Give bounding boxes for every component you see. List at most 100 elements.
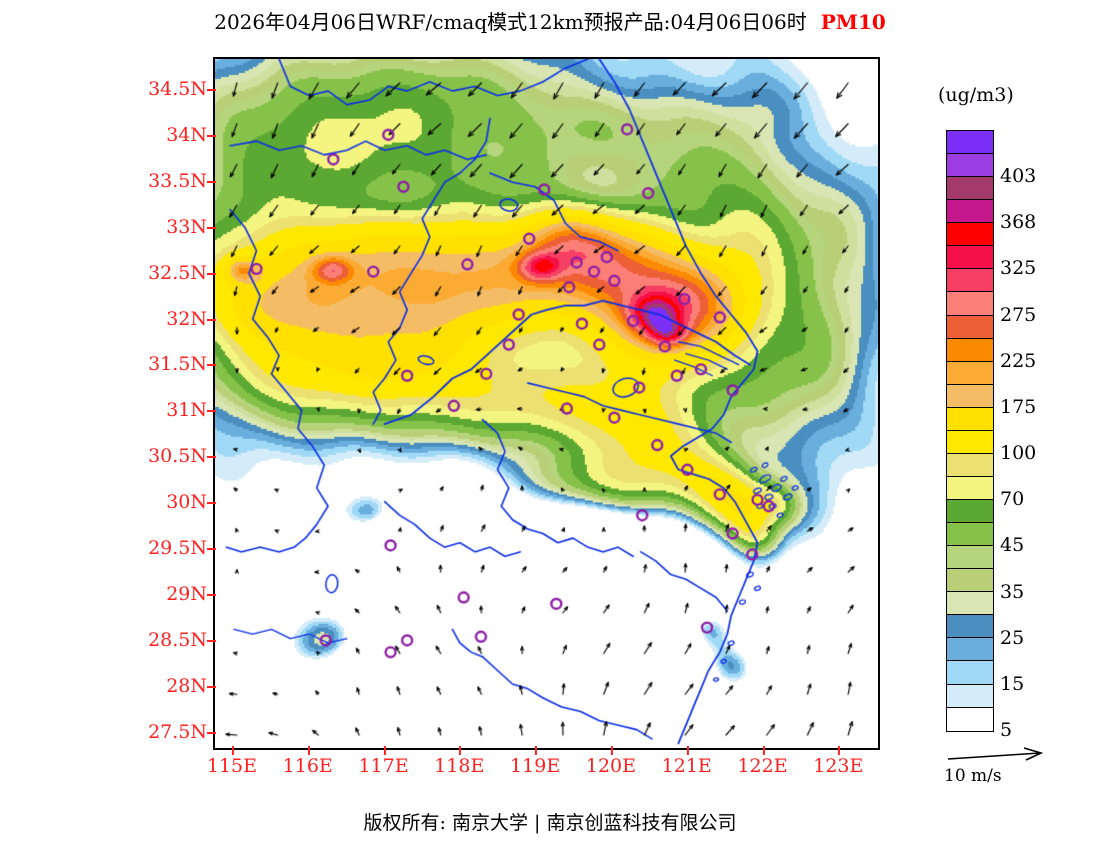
- colorbar-units-label: (ug/m3): [938, 84, 1014, 106]
- longitude-tick-label: 122E: [737, 746, 788, 777]
- latitude-tick-label: 34N: [166, 124, 216, 146]
- colorbar-swatch[interactable]: [947, 453, 993, 477]
- colorbar-level-label: 368: [1000, 211, 1037, 234]
- colorbar-level-label: 175: [1000, 395, 1037, 418]
- latitude-tick-label: 32.5N: [148, 262, 216, 284]
- latitude-tick-label: 33N: [166, 216, 216, 238]
- colorbar-swatch[interactable]: [947, 638, 993, 662]
- chart-title: 2026年04月06日WRF/cmaq模式12km预报产品:04月06日06时 P…: [0, 6, 1100, 35]
- colorbar-swatch[interactable]: [947, 338, 993, 362]
- latitude-tick-mark: [207, 639, 216, 642]
- longitude-tick-label: 118E: [434, 746, 484, 777]
- latitude-tick-mark: [207, 731, 216, 734]
- latitude-tick-mark: [207, 89, 216, 92]
- colorbar-swatch[interactable]: [947, 246, 993, 270]
- latitude-tick-mark: [207, 364, 216, 367]
- colorbar-swatch[interactable]: [947, 684, 993, 708]
- latitude-tick-mark: [207, 272, 216, 275]
- longitude-tick-label: 117E: [358, 746, 409, 777]
- latitude-tick-label: 29N: [166, 583, 216, 605]
- longitude-tick-mark: [535, 746, 538, 755]
- latitude-tick-mark: [207, 180, 216, 183]
- latitude-axis: 34.5N 34N 33.5N 33N 32.5N 32N 31.5N 31N 30.5N 30N…: [125, 57, 216, 750]
- latitude-tick-label: 34.5N: [148, 78, 216, 100]
- longitude-tick-label: 123E: [813, 746, 863, 777]
- latitude-tick-mark: [207, 593, 216, 596]
- latitude-tick-label: 31N: [166, 399, 216, 421]
- colorbar-swatch[interactable]: [947, 476, 993, 500]
- colorbar-swatch[interactable]: [947, 500, 993, 524]
- copyright-footer: 版权所有: 南京大学 | 南京创蓝科技有限公司: [363, 812, 737, 834]
- colorbar-swatch[interactable]: [947, 546, 993, 570]
- pm10-concentration-field: [215, 59, 878, 748]
- colorbar-swatch[interactable]: [947, 200, 993, 224]
- colorbar-swatch[interactable]: [947, 384, 993, 408]
- colorbar-level-label: 70: [1000, 488, 1025, 511]
- colorbar-swatch[interactable]: [947, 569, 993, 593]
- wind-arrow-icon: [944, 746, 1094, 768]
- longitude-tick-mark: [762, 746, 765, 755]
- forecast-map[interactable]: [213, 57, 880, 750]
- latitude-tick-mark: [207, 410, 216, 413]
- colorbar-level-label: 25: [1000, 626, 1025, 649]
- colorbar-level-label: 35: [1000, 580, 1025, 603]
- longitude-tick-label: 115E: [207, 746, 257, 777]
- colorbar-swatch[interactable]: [947, 269, 993, 293]
- longitude-tick-label: 120E: [586, 746, 636, 777]
- latitude-tick-label: 30N: [166, 491, 216, 513]
- colorbar-swatch[interactable]: [947, 430, 993, 454]
- longitude-tick-mark: [383, 746, 386, 755]
- longitude-tick-mark: [231, 746, 234, 755]
- longitude-tick-mark: [686, 746, 689, 755]
- wind-scale-legend: 10 m/s: [944, 746, 1094, 786]
- latitude-tick-mark: [207, 135, 216, 138]
- title-main-text: 2026年04月06日WRF/cmaq模式12km预报产品:04月06日06时: [214, 10, 807, 34]
- latitude-tick-mark: [207, 226, 216, 229]
- colorbar-swatch[interactable]: [947, 177, 993, 201]
- latitude-tick-mark: [207, 685, 216, 688]
- colorbar-swatch[interactable]: [947, 523, 993, 547]
- colorbar-swatch[interactable]: [947, 407, 993, 431]
- colorbar-swatch[interactable]: [947, 592, 993, 616]
- colorbar[interactable]: [946, 130, 994, 732]
- colorbar-swatch[interactable]: [947, 707, 993, 731]
- latitude-tick-label: 33.5N: [148, 170, 216, 192]
- latitude-tick-label: 28.5N: [148, 629, 216, 651]
- latitude-tick-label: 29.5N: [148, 537, 216, 559]
- latitude-tick-label: 32N: [166, 308, 216, 330]
- latitude-tick-mark: [207, 456, 216, 459]
- longitude-tick-mark: [459, 746, 462, 755]
- latitude-tick-mark: [207, 502, 216, 505]
- colorbar-level-label: 275: [1000, 303, 1037, 326]
- colorbar-swatch[interactable]: [947, 223, 993, 247]
- colorbar-swatch[interactable]: [947, 361, 993, 385]
- latitude-tick-label: 30.5N: [148, 445, 216, 467]
- longitude-tick-label: 119E: [510, 746, 560, 777]
- colorbar-level-label: 225: [1000, 349, 1037, 372]
- colorbar-swatch[interactable]: [947, 615, 993, 639]
- latitude-tick-mark: [207, 318, 216, 321]
- longitude-tick-mark: [307, 746, 310, 755]
- colorbar-swatch[interactable]: [947, 154, 993, 178]
- title-species-label: PM10: [820, 10, 886, 34]
- longitude-tick-mark: [838, 746, 841, 755]
- latitude-tick-mark: [207, 548, 216, 551]
- longitude-tick-mark: [610, 746, 613, 755]
- colorbar-tick-labels: 403 368 325 275 225 175 100 70 45 35 25 15 5: [1000, 130, 1096, 741]
- colorbar-level-label: 45: [1000, 534, 1025, 557]
- latitude-tick-label: 31.5N: [148, 353, 216, 375]
- wind-scale-label: 10 m/s: [944, 766, 1002, 786]
- colorbar-level-label: 325: [1000, 257, 1037, 280]
- latitude-tick-label: 27.5N: [148, 721, 216, 743]
- colorbar-swatch[interactable]: [947, 292, 993, 316]
- colorbar-level-label: 15: [1000, 672, 1025, 695]
- colorbar-level-label: 5: [1000, 719, 1013, 741]
- longitude-tick-label: 121E: [662, 746, 712, 777]
- colorbar-swatch[interactable]: [947, 661, 993, 685]
- colorbar-swatch[interactable]: [947, 315, 993, 339]
- latitude-tick-label: 28N: [166, 675, 216, 697]
- longitude-axis: 115E 116E 117E 118E 119E 120E 121E 122E 123E: [207, 746, 880, 783]
- colorbar-level-label: 100: [1000, 442, 1037, 465]
- colorbar-swatch[interactable]: [947, 131, 993, 155]
- longitude-tick-label: 116E: [283, 746, 333, 777]
